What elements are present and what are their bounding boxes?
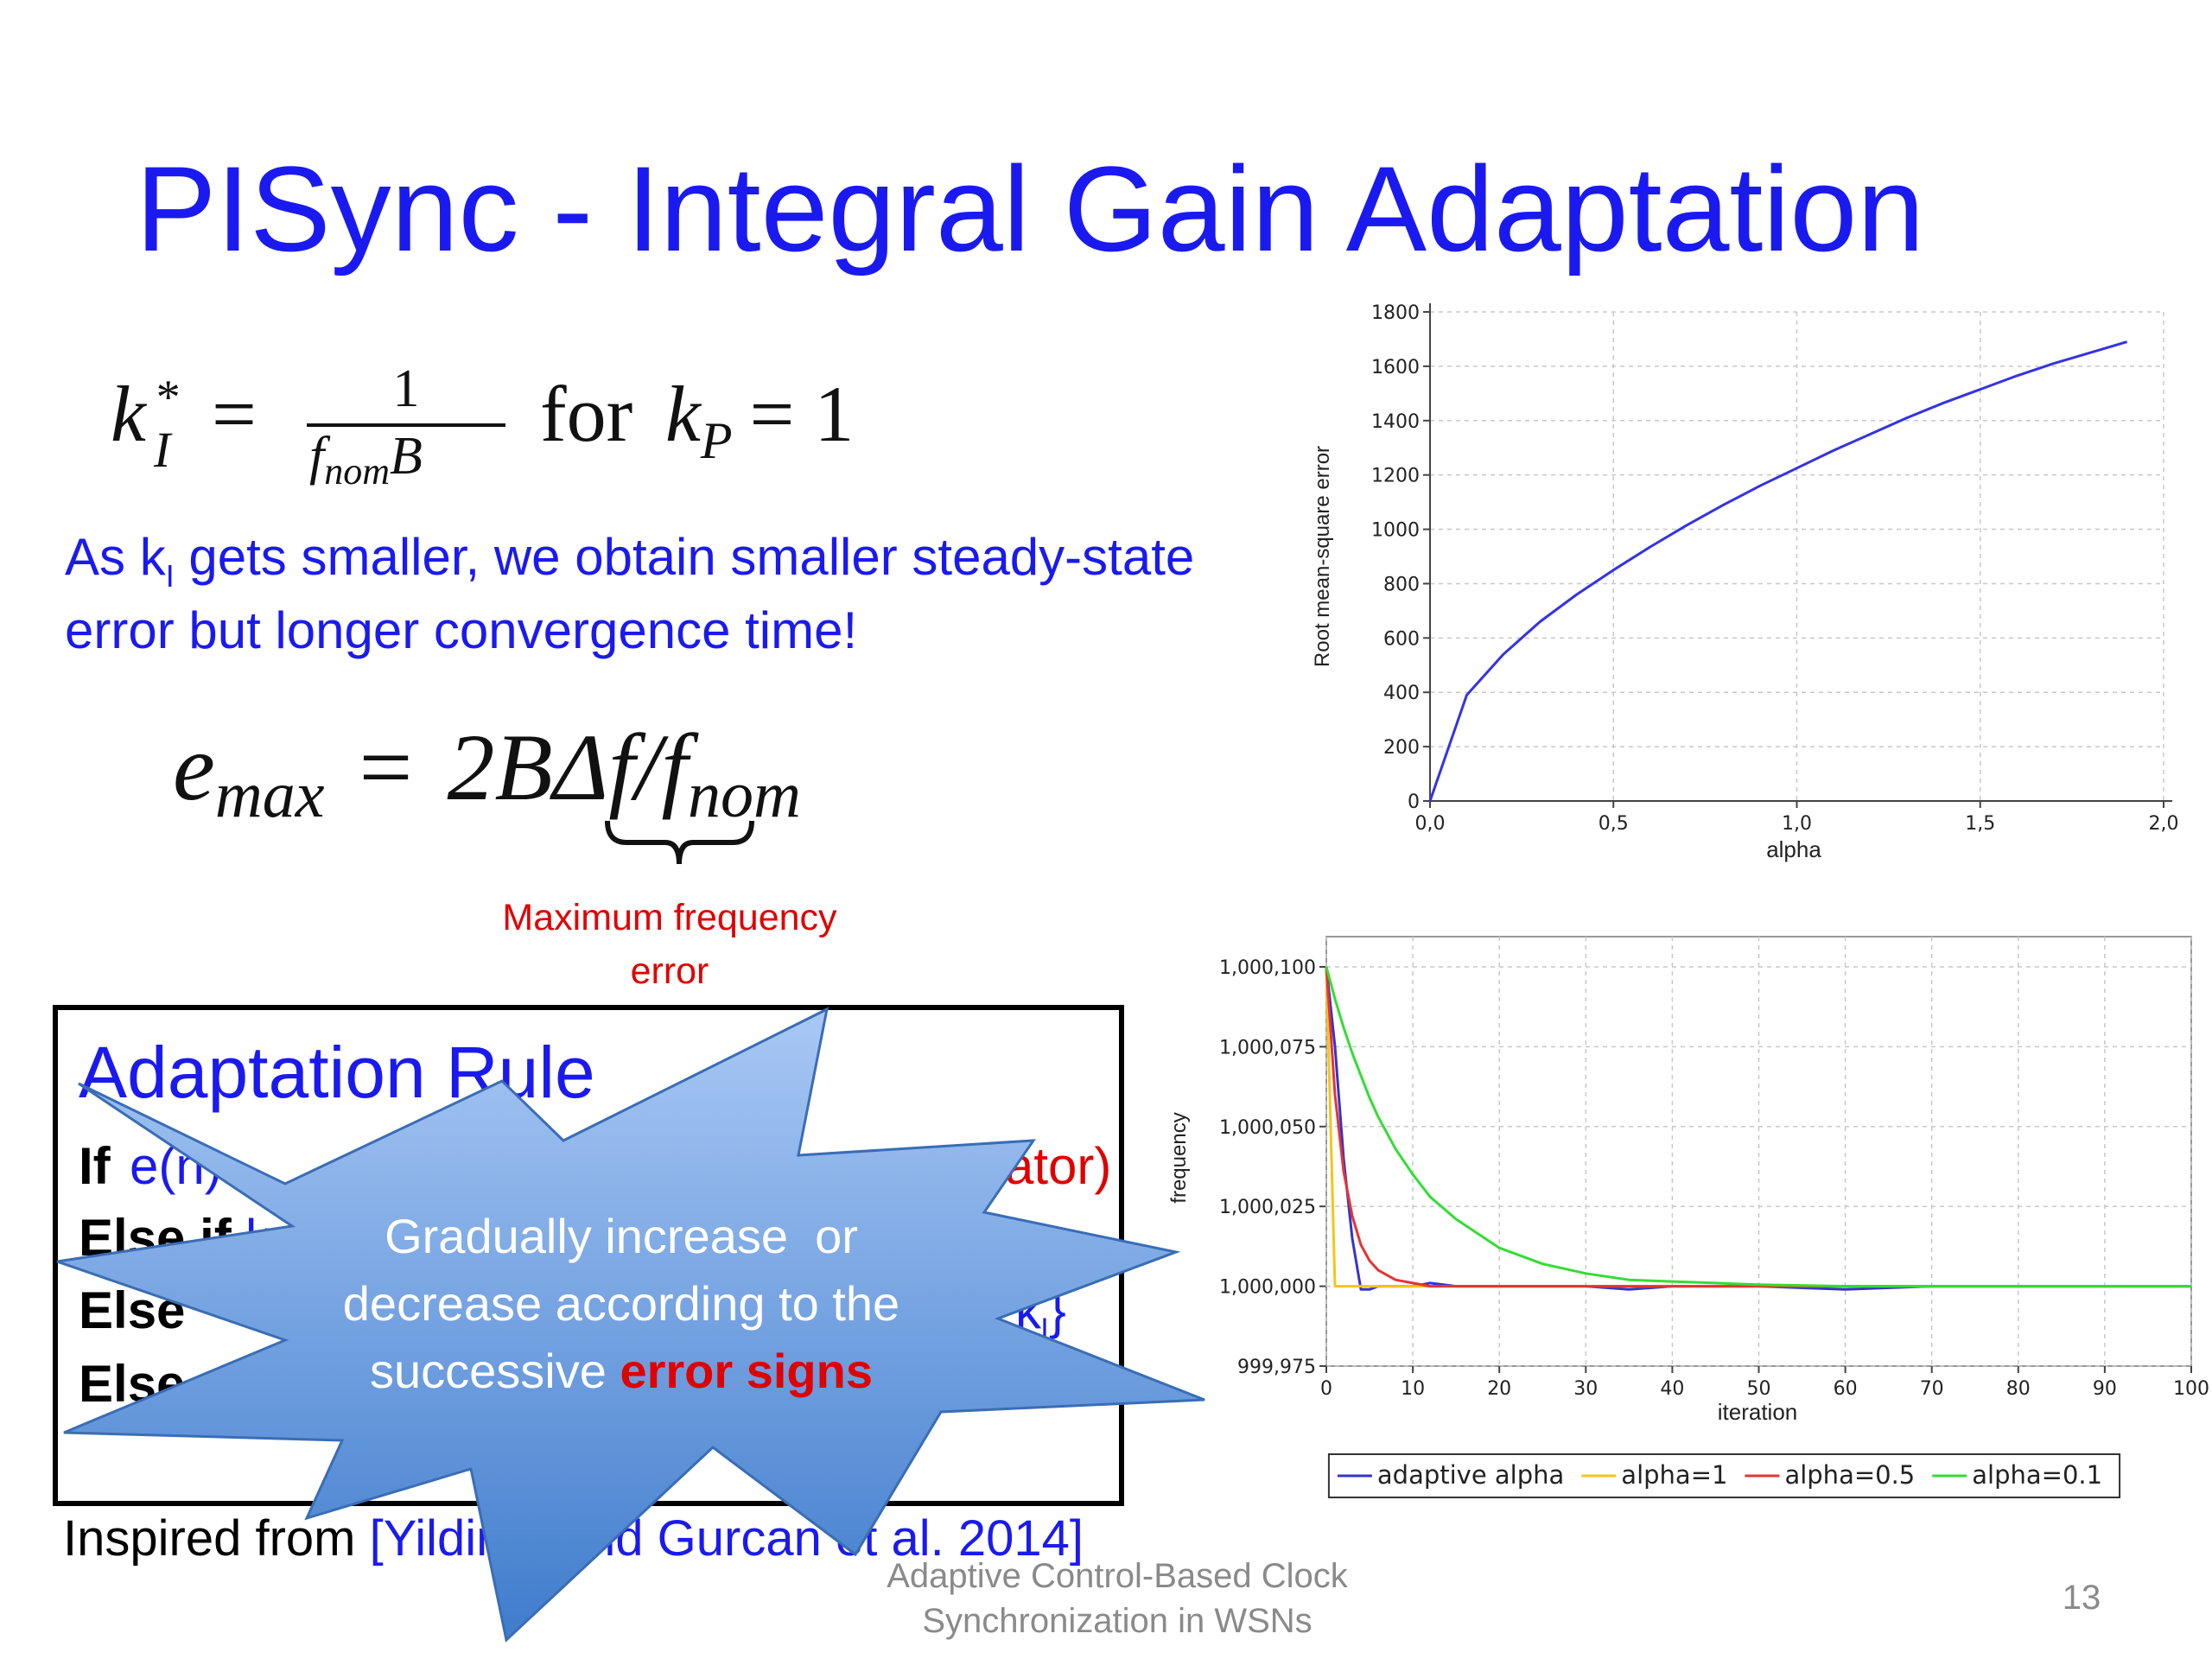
formula-text: for [540, 370, 632, 458]
formula-denominator: fnomB [309, 427, 423, 493]
symbol: k [111, 370, 148, 458]
y-tick-label: 1200 [1371, 466, 1420, 487]
callout-text: Gradually increase or [385, 1209, 858, 1263]
x-tick-label: 1,0 [1782, 813, 1812, 835]
symbol: B [390, 427, 423, 486]
x-tick-label: 40 [1660, 1378, 1684, 1400]
y-axis-label: frequency [1167, 1112, 1191, 1203]
starburst [56, 1007, 1205, 1643]
data-line [1325, 966, 2191, 1288]
highlight: error signs [620, 1344, 873, 1398]
y-tick-label: 1600 [1371, 357, 1420, 378]
y-tick-label: 0 [1408, 791, 1420, 813]
x-tick-label: 0 [1320, 1378, 1332, 1400]
callout-text: decrease according to the [343, 1276, 899, 1331]
x-tick-label: 100 [2173, 1378, 2209, 1400]
y-tick-label: 800 [1383, 574, 1420, 595]
y-tick-label: 1,000,075 [1219, 1037, 1316, 1058]
annotation: Maximum frequency [502, 897, 837, 938]
y-tick-label: 1,000,050 [1219, 1117, 1316, 1139]
y-tick-label: 200 [1383, 737, 1420, 759]
subscript: max [215, 759, 325, 831]
callout-text: successive error signs [370, 1344, 873, 1398]
y-tick-label: 600 [1383, 628, 1420, 650]
y-tick-label: 1400 [1371, 411, 1420, 433]
legend: adaptive alpha alpha=1 alpha=0.5 alpha=0.1 [1327, 1453, 2121, 1498]
symbol: = 1 [750, 370, 855, 458]
text: As k [65, 528, 167, 586]
symbol: k [665, 370, 702, 458]
data-line [1428, 340, 2128, 802]
y-tick-label: 400 [1383, 683, 1420, 704]
subscript: nom [324, 450, 390, 493]
x-axis-label: iteration [1718, 1399, 1798, 1425]
x-tick-label: 50 [1747, 1378, 1771, 1400]
page-number: 13 [2063, 1579, 2101, 1617]
y-tick-label: 1,000,025 [1219, 1197, 1316, 1218]
rule-keyword: If [79, 1137, 111, 1195]
annotation: error [631, 950, 709, 992]
slide-title: PISync - Integral Gain Adaptation [136, 141, 1924, 276]
x-tick-label: 1,5 [1965, 813, 1995, 835]
x-tick-label: 30 [1573, 1378, 1598, 1400]
text: Inspired from [63, 1510, 370, 1567]
formula-lhs: k [111, 370, 148, 458]
x-tick-label: 80 [2006, 1378, 2031, 1400]
footer-text: Adaptive Control-Based Clock [887, 1557, 1349, 1595]
formula-2: emax = 2BΔf/fnom [173, 715, 801, 831]
y-axis-label: Root mean-square error [1311, 446, 1334, 667]
x-tick-label: 0,0 [1415, 813, 1446, 835]
x-tick-label: 10 [1401, 1378, 1425, 1400]
formula-rhs: kP = 1 [665, 370, 854, 469]
x-tick-label: 0,5 [1599, 813, 1629, 835]
paragraph-line: As kI gets smaller, we obtain smaller st… [65, 528, 1194, 594]
y-tick-label: 999,975 [1237, 1357, 1316, 1378]
legend-label: alpha=1 [1621, 1460, 1727, 1490]
symbol: 2BΔf/f [448, 715, 700, 820]
footer-text: Synchronization in WSNs [922, 1602, 1312, 1640]
formula-sup: * [154, 371, 178, 424]
subscript: I [1040, 1313, 1048, 1345]
symbol: = [359, 715, 412, 820]
legend-label: alpha=0.1 [1972, 1460, 2102, 1490]
y-tick-label: 1800 [1371, 302, 1420, 324]
subscript: P [700, 412, 733, 469]
subscript: nom [688, 759, 801, 831]
y-tick-label: 1000 [1371, 520, 1420, 542]
text: gets smaller, we obtain smaller steady-s… [175, 528, 1195, 586]
x-tick-label: 60 [1834, 1378, 1858, 1400]
formula-sub: I [153, 422, 173, 478]
subscript: I [166, 558, 175, 594]
text: successive [370, 1344, 620, 1398]
legend-label: alpha=0.5 [1784, 1460, 1915, 1490]
y-tick-label: 1,000,000 [1219, 1277, 1316, 1299]
paragraph-line: error but longer convergence time! [65, 601, 857, 659]
legend-label: adaptive alpha [1377, 1460, 1564, 1490]
formula-numerator: 1 [393, 359, 420, 418]
symbol: e [173, 715, 215, 820]
y-tick-label: 1,000,100 [1219, 957, 1316, 979]
underbrace [605, 820, 754, 865]
x-tick-label: 70 [1920, 1378, 1944, 1400]
x-axis-label: alpha [1766, 836, 1821, 862]
formula-eq: = [212, 370, 257, 458]
x-tick-label: 2,0 [2149, 813, 2179, 835]
x-tick-label: 20 [1487, 1378, 1511, 1400]
legend-box [1327, 1453, 2121, 1498]
x-tick-label: 90 [2093, 1378, 2117, 1400]
formula-1: k * I = 1 fnomB for kP = 1 [111, 359, 854, 493]
